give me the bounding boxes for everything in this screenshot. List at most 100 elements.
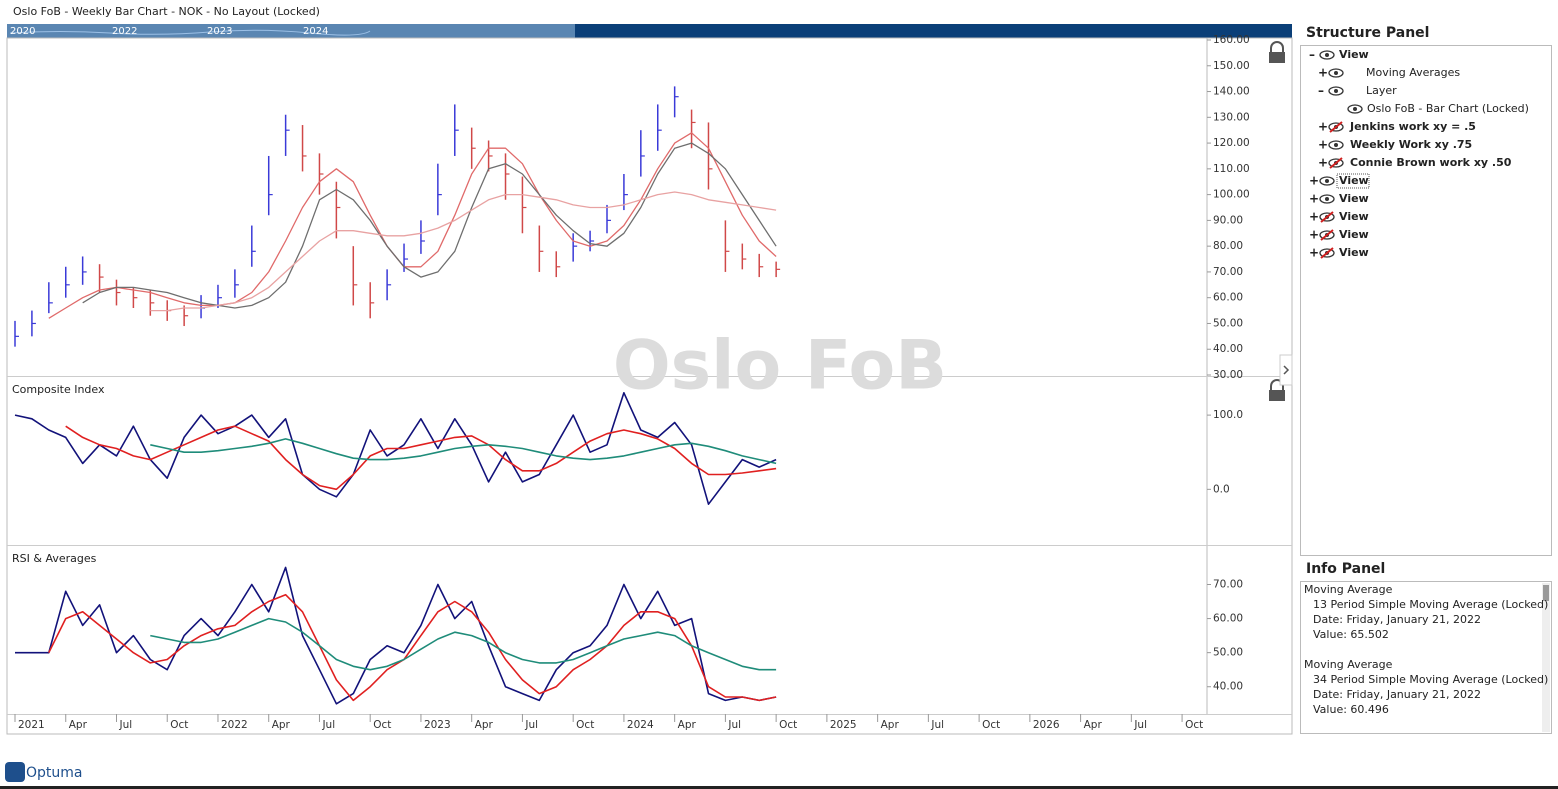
tree-label[interactable]: Jenkins work xy = .5 xyxy=(1349,120,1476,133)
eye xyxy=(1328,86,1344,96)
expander[interactable]: – xyxy=(1318,84,1324,98)
visibility-icon[interactable] xyxy=(1319,194,1335,204)
x-tick-label: 2026 xyxy=(1033,719,1060,731)
x-tick-label: Apr xyxy=(475,719,494,731)
tree-label[interactable]: Oslo FoB - Bar Chart (Locked) xyxy=(1367,102,1529,115)
y-tick-label: 0.0 xyxy=(1213,483,1230,495)
expander[interactable]: + xyxy=(1309,246,1319,260)
expander[interactable]: + xyxy=(1318,120,1328,134)
visibility-icon[interactable] xyxy=(1328,86,1344,96)
tree-label[interactable]: View xyxy=(1339,210,1369,223)
visibility-icon[interactable] xyxy=(1319,229,1335,241)
x-tick-label: Apr xyxy=(678,719,697,731)
visibility-icon[interactable] xyxy=(1328,68,1344,78)
tree-label[interactable]: Moving Averages xyxy=(1366,66,1460,79)
tree-label[interactable]: View xyxy=(1339,228,1369,241)
expander[interactable]: + xyxy=(1309,192,1319,206)
series-line xyxy=(15,566,777,705)
expander[interactable]: + xyxy=(1318,156,1328,170)
x-tick-label: Jul xyxy=(118,719,132,731)
bottom-bar xyxy=(0,786,1558,789)
lock-icon[interactable] xyxy=(1265,40,1291,66)
visibility-icon[interactable] xyxy=(1328,140,1344,150)
hidden-slash xyxy=(1329,121,1343,133)
scrollbar[interactable] xyxy=(1542,583,1550,732)
eye xyxy=(1328,122,1344,132)
series-line xyxy=(65,425,777,491)
navigator-label: 2024 xyxy=(303,26,328,37)
expander[interactable]: – xyxy=(1309,48,1315,62)
x-tick-label: Jul xyxy=(930,719,944,731)
series-line xyxy=(14,392,777,505)
chart-frame xyxy=(6,37,1293,735)
plot-area xyxy=(14,86,781,705)
x-tick-label: Oct xyxy=(982,719,1000,731)
y-tick-label: 140.00 xyxy=(1213,86,1250,98)
tree-label[interactable]: View xyxy=(1339,192,1369,205)
y-tick-label: 30.00 xyxy=(1213,369,1243,381)
pupil xyxy=(1334,89,1338,93)
tree-label[interactable]: Connie Brown work xy .50 xyxy=(1350,156,1512,169)
x-tick-label: Apr xyxy=(272,719,291,731)
eye xyxy=(1328,158,1344,168)
visibility-icon[interactable] xyxy=(1319,247,1335,259)
hidden-slash xyxy=(1320,247,1334,259)
y-tick-label: 40.00 xyxy=(1213,343,1243,355)
tree-label[interactable]: Weekly Work xy .75 xyxy=(1350,138,1472,151)
series-line xyxy=(150,191,777,312)
info-line: 13 Period Simple Moving Average (Locked) xyxy=(1313,598,1548,611)
visibility-icon[interactable] xyxy=(1319,211,1335,223)
tree-label[interactable]: Layer xyxy=(1366,84,1397,97)
window-title: Oslo FoB - Weekly Bar Chart - NOK - No L… xyxy=(13,5,320,18)
x-tick-label: Jul xyxy=(1133,719,1147,731)
info-panel xyxy=(1300,581,1552,734)
tree-label[interactable]: View xyxy=(1339,246,1369,259)
x-tick-label: 2024 xyxy=(627,719,654,731)
expander[interactable]: + xyxy=(1318,66,1328,80)
eye xyxy=(1319,230,1335,240)
series-line xyxy=(48,132,777,319)
expander[interactable]: + xyxy=(1309,210,1319,224)
scrollbar-thumb[interactable] xyxy=(1543,585,1549,601)
x-tick-label: Oct xyxy=(170,719,188,731)
expander[interactable]: + xyxy=(1309,174,1319,188)
y-tick-label: 70.00 xyxy=(1213,266,1243,278)
visibility-icon[interactable] xyxy=(1319,176,1335,186)
y-tick-label: 130.00 xyxy=(1213,111,1250,123)
x-tick-label: Oct xyxy=(373,719,391,731)
hidden-slash xyxy=(1329,157,1343,169)
y-tick-label: 60.00 xyxy=(1213,292,1243,304)
y-tick-label: 60.00 xyxy=(1213,613,1243,625)
navigator-label: 2020 xyxy=(10,26,35,37)
y-tick-label: 120.00 xyxy=(1213,137,1250,149)
tree-label[interactable]: View xyxy=(1339,174,1369,187)
y-tick-label: 110.00 xyxy=(1213,163,1250,175)
info-line: Date: Friday, January 21, 2022 xyxy=(1313,688,1481,701)
navigator-label: 2023 xyxy=(207,26,232,37)
eye xyxy=(1319,176,1335,186)
pupil xyxy=(1325,53,1329,57)
info-heading: Moving Average xyxy=(1304,658,1393,671)
info-line: 34 Period Simple Moving Average (Locked) xyxy=(1313,673,1548,686)
panel-title: Composite Index xyxy=(12,383,105,396)
series-line xyxy=(48,593,777,702)
y-tick-label: 90.00 xyxy=(1213,214,1243,226)
visibility-icon[interactable] xyxy=(1328,157,1344,169)
hidden-slash xyxy=(1320,229,1334,241)
info-line: Value: 65.502 xyxy=(1313,628,1389,641)
watermark: Oslo FoB xyxy=(613,327,947,406)
pupil xyxy=(1334,71,1338,75)
visibility-icon[interactable] xyxy=(1328,121,1344,133)
expander[interactable]: + xyxy=(1318,138,1328,152)
eye xyxy=(1319,194,1335,204)
navigator-label: 2022 xyxy=(112,26,137,37)
visibility-icon[interactable] xyxy=(1347,104,1363,114)
y-tick-label: 150.00 xyxy=(1213,60,1250,72)
collapse-tab[interactable] xyxy=(1279,354,1293,386)
logo-text: Optuma xyxy=(26,765,83,781)
tree-label[interactable]: View xyxy=(1339,48,1369,61)
expander[interactable]: + xyxy=(1309,228,1319,242)
visibility-icon[interactable] xyxy=(1319,50,1335,60)
y-tick-label: 160.00 xyxy=(1213,34,1250,46)
eye xyxy=(1347,104,1363,114)
